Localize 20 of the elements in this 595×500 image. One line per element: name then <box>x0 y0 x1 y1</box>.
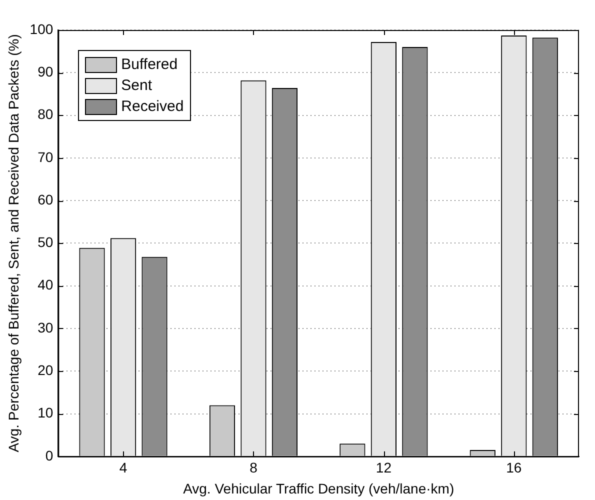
y-tick-label: 40 <box>38 276 54 293</box>
y-tick-label: 30 <box>38 319 54 336</box>
y-tick-label: 80 <box>38 106 54 122</box>
y-axis-title: Avg. Percentage of Buffered, Sent, and Received Data Packets (%) <box>5 34 22 452</box>
legend-label: Sent <box>121 77 152 94</box>
x-axis-title: Avg. Vehicular Traffic Density (veh/lane·km) <box>183 480 454 496</box>
legend-label: Buffered <box>121 56 178 73</box>
y-tick-label: 90 <box>38 64 54 80</box>
y-tick-label: 50 <box>38 234 54 250</box>
y-tick-label: 70 <box>38 148 54 165</box>
x-tick-label: 16 <box>506 460 522 476</box>
y-tick-label: 20 <box>38 362 54 378</box>
x-tick-label: 12 <box>376 460 392 476</box>
x-tick-label: 4 <box>119 460 128 476</box>
legend-label: Received <box>121 98 184 115</box>
y-tick-label: 0 <box>45 447 54 464</box>
y-tick-label: 10 <box>38 404 54 421</box>
y-tick-label: 60 <box>38 191 54 208</box>
y-tick-label: 100 <box>30 20 54 37</box>
x-tick-label: 8 <box>250 460 258 476</box>
